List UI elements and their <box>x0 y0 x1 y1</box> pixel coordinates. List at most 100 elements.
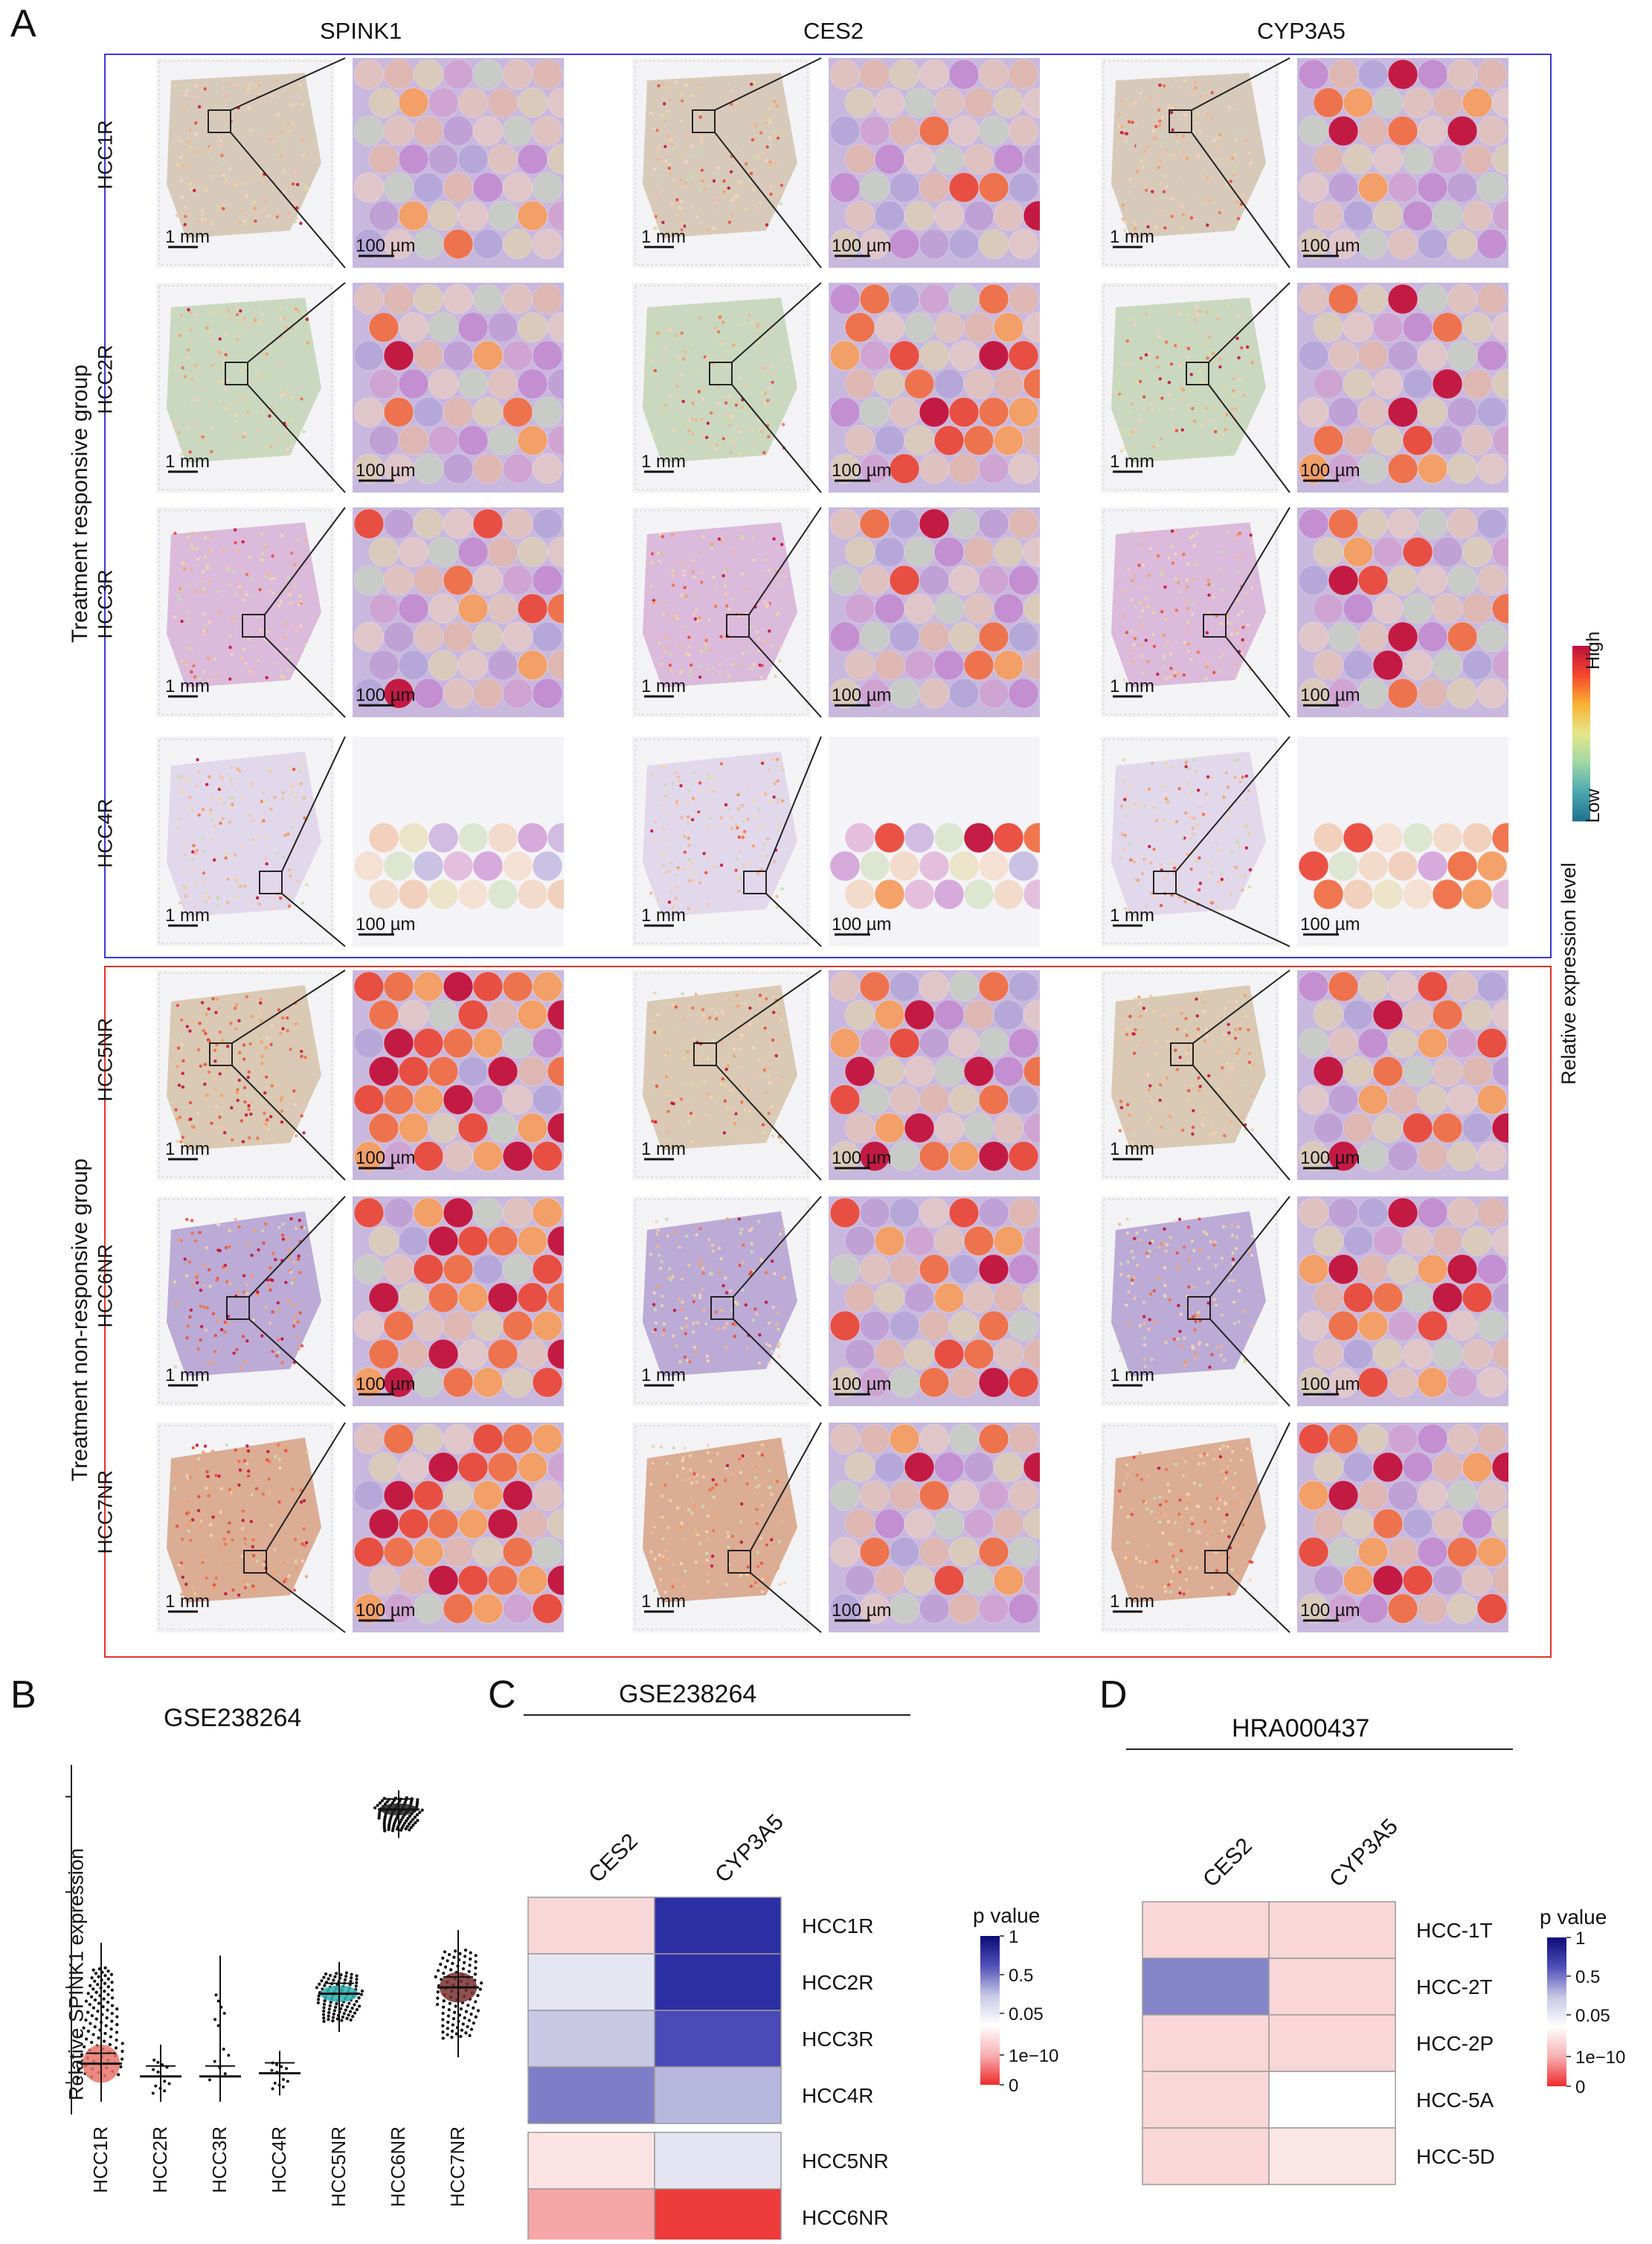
cell-point <box>208 2078 211 2082</box>
spot-dot <box>652 991 657 995</box>
spot-dot <box>1185 578 1189 582</box>
spot-dot <box>658 1266 663 1270</box>
spot-dot <box>190 547 195 551</box>
spot-dot <box>250 175 254 179</box>
barcode-spot <box>1402 879 1433 910</box>
spot-dot <box>702 388 706 392</box>
spot-dot <box>190 356 193 360</box>
spot-dot <box>661 1001 665 1005</box>
barcode-spot <box>457 368 489 400</box>
spot-dot <box>1204 1028 1209 1032</box>
barcode-spot <box>383 283 414 315</box>
spot-dot <box>1206 1280 1210 1284</box>
barcode-spot <box>948 1593 980 1624</box>
spot-dot <box>216 1248 220 1252</box>
spot-dot <box>189 1117 193 1121</box>
spot-dot <box>187 426 191 429</box>
spot-dot <box>745 374 748 378</box>
spot-dot <box>1198 1267 1201 1271</box>
barcode-spot <box>844 425 875 456</box>
spot-dot <box>756 340 761 344</box>
cell-point <box>322 2009 326 2013</box>
spot-dot <box>1156 672 1160 676</box>
barcode-spot <box>353 565 385 596</box>
spot-dot <box>1147 352 1151 356</box>
scale-label: 100 µm <box>1300 236 1360 256</box>
spot-dot <box>1247 1028 1250 1032</box>
spot-dot <box>1166 1067 1170 1071</box>
spot-dot <box>1216 1051 1221 1054</box>
spot-dot <box>251 1318 255 1322</box>
spot-dot <box>663 1548 668 1553</box>
spot-dot <box>201 1560 205 1565</box>
spot-dot <box>691 432 695 436</box>
spot-dot <box>224 353 228 357</box>
spot-dot <box>1147 574 1151 577</box>
spot-dot <box>717 537 721 541</box>
spot-dot <box>189 1308 193 1312</box>
spot-dot <box>661 851 666 856</box>
spot-dot <box>1227 1091 1231 1094</box>
scale-label: 1 mm <box>165 452 210 472</box>
spot-dot <box>237 1459 241 1464</box>
spot-dot <box>1132 318 1137 321</box>
spot-dot <box>724 1345 728 1349</box>
barcode-spot <box>1447 1028 1478 1059</box>
spot-dot <box>742 864 745 868</box>
spot-dot <box>1163 585 1167 589</box>
spot-dot <box>1215 1497 1219 1501</box>
barcode-spot <box>517 650 548 681</box>
spot-dot <box>1174 429 1179 432</box>
barcode-spot <box>844 1452 875 1483</box>
spot-dot <box>195 1443 199 1447</box>
spot-dot <box>771 757 775 761</box>
connector-line-bottom <box>231 1065 346 1181</box>
spot-dot <box>671 781 675 786</box>
spot-dot <box>298 1311 302 1315</box>
zoom-connector <box>1208 282 1291 493</box>
spot-dot <box>777 1344 780 1349</box>
spot-dot <box>1184 760 1189 764</box>
spot-dot <box>651 1119 655 1123</box>
spot-dot <box>305 882 309 887</box>
barcode-spot <box>1008 1141 1039 1172</box>
spot-dot <box>1129 629 1134 633</box>
spot-dot <box>243 1537 247 1541</box>
spot-dot <box>700 417 704 421</box>
spot-dot <box>686 801 690 804</box>
spot-dot <box>680 1327 684 1330</box>
spot-dot <box>681 992 684 996</box>
tissue-outline <box>1111 1211 1266 1376</box>
spot-dot <box>1142 395 1146 399</box>
barcode-spot <box>413 508 444 539</box>
spot-dot <box>1127 1557 1131 1560</box>
spot-dot <box>269 1042 273 1047</box>
spot-dot <box>768 387 771 391</box>
barcode-spot <box>904 200 935 231</box>
spot-dot <box>1180 1344 1183 1348</box>
spot-dot <box>275 661 279 664</box>
cell-point <box>411 1824 415 1827</box>
spot-dot <box>177 1083 181 1087</box>
spot-dot <box>176 1046 181 1050</box>
zoom-connector <box>247 282 346 493</box>
spot-dot <box>752 80 756 84</box>
spot-dot <box>1171 106 1174 110</box>
spot-dot <box>279 674 283 679</box>
barcode-spot <box>1387 228 1418 260</box>
barcode-spot <box>978 172 1009 203</box>
spot-dot <box>257 903 261 906</box>
spot-dot <box>250 1493 254 1496</box>
spot-dot <box>666 1525 670 1530</box>
cell-point <box>378 1812 382 1815</box>
spot-dot <box>269 445 274 449</box>
spot-dot <box>182 107 186 111</box>
barcode-spot <box>1387 1367 1418 1398</box>
spot-dot <box>731 597 735 601</box>
spot-dot <box>199 1338 202 1342</box>
barcode-spot <box>443 283 474 315</box>
spot-dot <box>707 805 712 809</box>
spot-dot <box>719 1257 723 1261</box>
spot-dot <box>1197 1462 1201 1466</box>
spot-dot <box>1214 1263 1218 1268</box>
